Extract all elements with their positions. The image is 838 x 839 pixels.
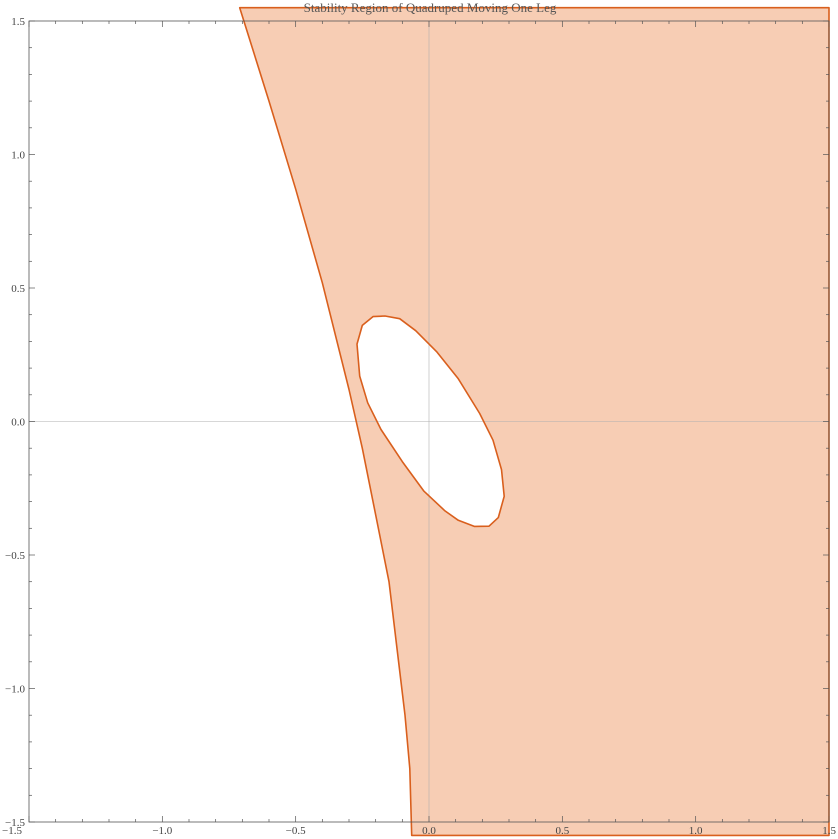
y-tick-label: −1.5 [5, 817, 25, 829]
y-tick-label: 0.0 [11, 417, 25, 429]
x-tick-label: 1.5 [822, 825, 836, 837]
x-tick-label: 1.0 [689, 825, 703, 837]
y-tick-label: 1.5 [11, 16, 25, 28]
y-tick-label: −1.0 [5, 684, 25, 696]
chart-title: Stability Region of Quadruped Moving One… [304, 0, 557, 15]
x-tick-label: −1.5 [2, 825, 22, 837]
x-tick-label: 0.0 [422, 825, 436, 837]
x-tick-label: −0.5 [286, 825, 306, 837]
y-tick-label: −0.5 [5, 550, 25, 562]
region-hole-boundary [356, 315, 505, 528]
x-tick-label: 0.5 [555, 825, 569, 837]
region-outer-boundary [238, 6, 830, 837]
axes: −1.5 −1.0 −0.5 0.0 0.5 1.0 1.5 1.5 1.0 0.5 0.0 −0.5… [2, 16, 837, 837]
y-tick-label: 1.0 [11, 150, 25, 162]
y-tick-label: 0.5 [11, 283, 25, 295]
x-tick-label: −1.0 [152, 825, 172, 837]
plot-area [29, 6, 830, 837]
